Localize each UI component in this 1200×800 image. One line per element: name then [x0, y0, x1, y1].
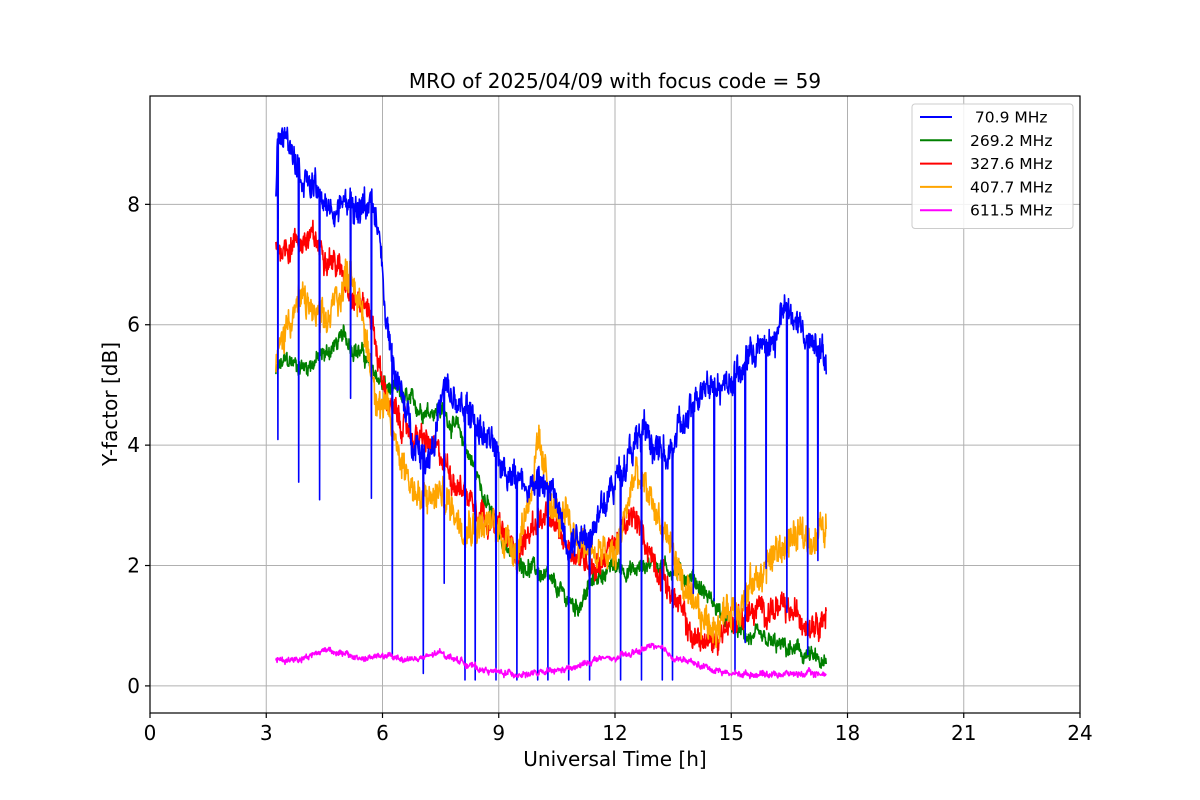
x-tick-label: 9: [492, 721, 505, 745]
plot-area: [275, 126, 827, 681]
chart-title: MRO of 2025/04/09 with focus code = 59: [409, 69, 821, 93]
x-tick-label: 18: [835, 721, 860, 745]
series-line: [275, 642, 827, 680]
x-tick-label: 21: [951, 721, 976, 745]
y-tick-label: 8: [127, 192, 140, 216]
y-axis: 0 2 4 6 8: [127, 192, 150, 698]
legend-box: [911, 103, 1074, 229]
legend-label: 407.7 MHz: [970, 178, 1052, 196]
legend-label: 327.6 MHz: [970, 155, 1052, 173]
x-axis: 0 3 6 9 12 15 18 21 24: [144, 713, 1093, 745]
y-axis-label: Y-factor [dB]: [98, 342, 122, 467]
x-tick-label: 12: [602, 721, 627, 745]
legend-label: 70.9 MHz: [970, 109, 1048, 127]
x-tick-label: 24: [1067, 721, 1092, 745]
legend-label: 611.5 MHz: [970, 202, 1052, 220]
y-tick-label: 6: [127, 313, 140, 337]
y-tick-label: 0: [127, 674, 140, 698]
x-tick-label: 6: [376, 721, 389, 745]
series-line: [275, 126, 827, 681]
x-tick-label: 0: [144, 721, 157, 745]
x-axis-label: Universal Time [h]: [523, 747, 706, 771]
x-tick-label: 15: [719, 721, 744, 745]
legend-label: 269.2 MHz: [970, 132, 1052, 150]
y-tick-label: 2: [127, 554, 140, 578]
y-tick-label: 4: [127, 433, 140, 457]
x-tick-label: 3: [260, 721, 273, 745]
legend: 70.9 MHz 269.2 MHz 327.6 MHz 407.7 MHz 611.5…: [911, 103, 1074, 229]
